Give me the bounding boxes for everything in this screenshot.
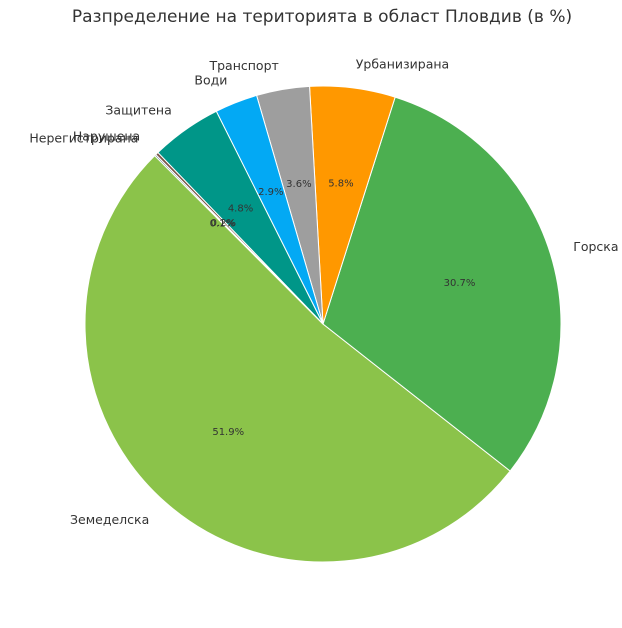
percentage-labels: 51.9% 30.7% 5.8% 3.6%2.9% 4.8% 0.2%0.1% [210, 178, 476, 437]
category-label-7: Нарушена [73, 129, 140, 144]
category-label-3: Урбанизирана [356, 56, 449, 71]
pie-slices [84, 85, 562, 563]
category-label-8: Нерегистрирана [29, 130, 138, 145]
category-labels: Земеделска Горска Урбанизирана ТранспортВод… [29, 56, 618, 527]
category-label-1: Земеделска [70, 512, 149, 527]
pct-label-1: 51.9% [212, 427, 244, 438]
pct-label-3: 5.8% [328, 178, 353, 189]
category-label-5: Води [194, 72, 227, 87]
pct-label-2: 30.7% [444, 278, 476, 289]
pct-label-6: 4.8% [228, 203, 253, 214]
pct-label-4: 3.6% [286, 179, 311, 190]
category-label-4: Транспорт [208, 58, 278, 73]
pie-slice-2 [322, 96, 562, 472]
pct-label-7: 0.2% [211, 218, 236, 229]
category-label-6: Защитена [105, 102, 171, 117]
pct-label-5: 2.9% [258, 187, 283, 198]
pct-label-8: 0.1% [210, 219, 235, 230]
category-label-2: Горска [573, 239, 618, 254]
chart-title: Разпределение на територията в област Пл… [72, 7, 572, 27]
pie-slice-1 [84, 155, 511, 563]
pie-slice-8 [154, 153, 324, 325]
